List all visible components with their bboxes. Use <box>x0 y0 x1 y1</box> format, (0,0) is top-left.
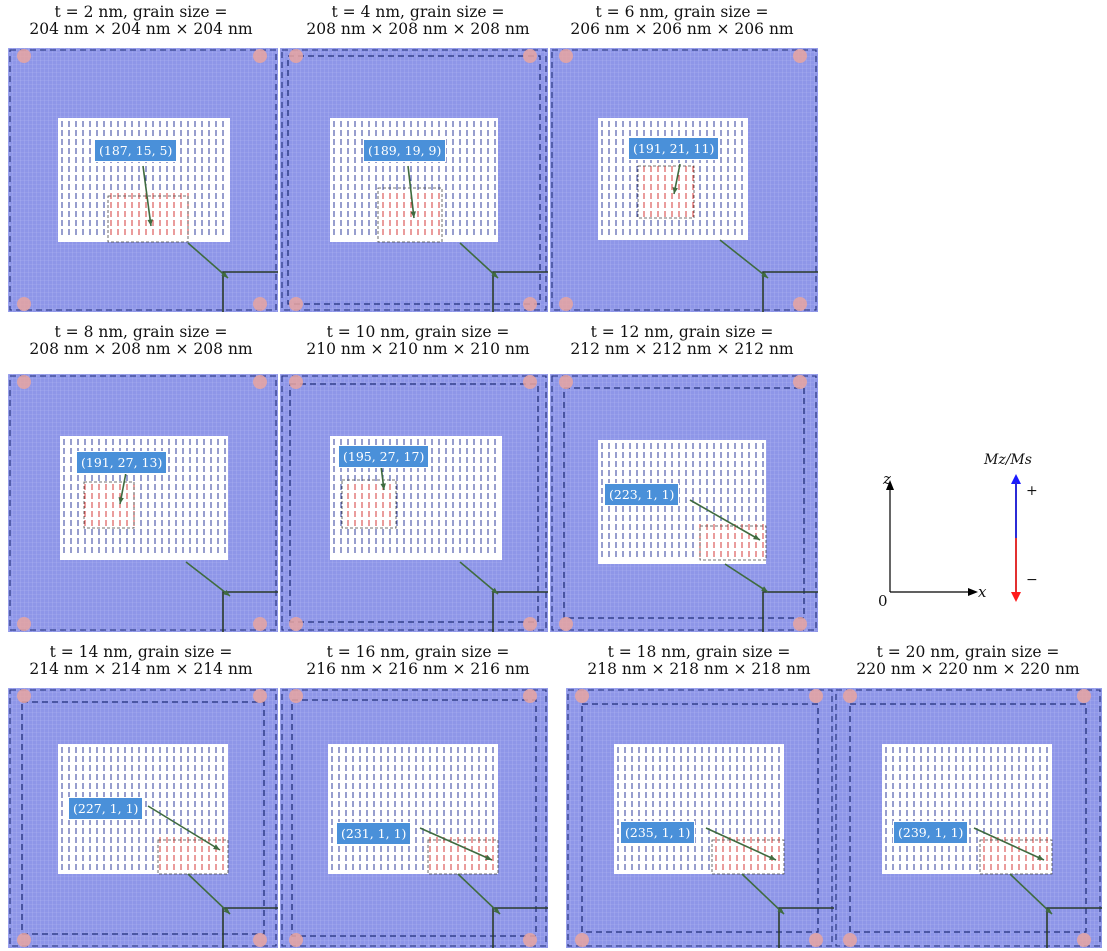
spin-panel-1 <box>8 48 278 312</box>
axes-diagram <box>886 480 978 596</box>
caption-panel-6: t = 12 nm, grain size = 212 nm × 212 nm … <box>570 323 794 358</box>
legend-minus: − <box>1026 572 1038 588</box>
x-axis-label: x <box>978 583 987 601</box>
legend-color-bar <box>1011 474 1021 602</box>
spin-panel-3 <box>550 48 818 312</box>
origin-label: 0 <box>878 592 888 610</box>
spin-panel-6 <box>550 374 818 632</box>
coord-label-6: (223, 1, 1) <box>604 483 680 506</box>
caption-panel-8: t = 16 nm, grain size = 216 nm × 216 nm … <box>306 643 530 678</box>
coord-label-3: (191, 21, 11) <box>628 137 720 160</box>
caption-panel-9: t = 18 nm, grain size = 218 nm × 218 nm … <box>587 643 811 678</box>
caption-panel-4: t = 8 nm, grain size = 208 nm × 208 nm ×… <box>29 323 253 358</box>
z-axis-label: z <box>883 470 891 488</box>
coord-label-9: (235, 1, 1) <box>620 821 696 844</box>
caption-panel-10: t = 20 nm, grain size = 220 nm × 220 nm … <box>856 643 1080 678</box>
spin-panel-10 <box>834 688 1102 948</box>
caption-panel-2: t = 4 nm, grain size = 208 nm × 208 nm ×… <box>306 3 530 38</box>
legend-title: Mz/Ms <box>984 452 1032 468</box>
caption-panel-3: t = 6 nm, grain size = 206 nm × 206 nm ×… <box>570 3 794 38</box>
coord-label-5: (195, 27, 17) <box>338 445 430 468</box>
legend-plus: + <box>1026 483 1038 499</box>
coord-label-10: (239, 1, 1) <box>893 821 969 844</box>
spin-panel-5 <box>280 374 548 632</box>
coord-label-4: (191, 27, 13) <box>76 451 168 474</box>
spin-panel-8 <box>280 688 548 948</box>
coord-label-7: (227, 1, 1) <box>68 797 144 820</box>
caption-panel-5: t = 10 nm, grain size = 210 nm × 210 nm … <box>306 323 530 358</box>
spin-panel-9 <box>566 688 834 948</box>
spin-panel-4 <box>8 374 278 632</box>
coord-label-8: (231, 1, 1) <box>336 822 412 845</box>
caption-panel-7: t = 14 nm, grain size = 214 nm × 214 nm … <box>29 643 253 678</box>
caption-panel-1: t = 2 nm, grain size = 204 nm × 204 nm ×… <box>29 3 253 38</box>
coord-label-2: (189, 19, 9) <box>363 139 447 162</box>
coord-label-1: (187, 15, 5) <box>94 139 178 162</box>
spin-panel-2 <box>280 48 548 312</box>
